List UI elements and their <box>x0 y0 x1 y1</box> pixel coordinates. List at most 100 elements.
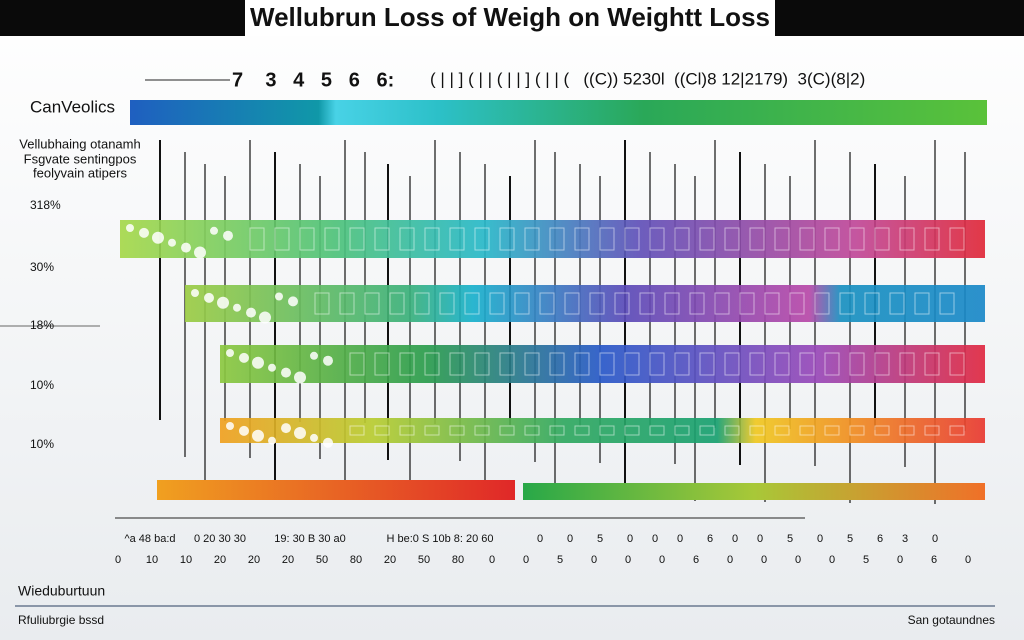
row-bar <box>523 483 985 500</box>
tick-box <box>524 352 540 376</box>
tick-box <box>574 425 590 436</box>
tick-box <box>749 352 765 376</box>
tick-box <box>374 227 390 251</box>
footer-title: Wieduburtuun <box>18 583 105 599</box>
axis-label: 6 <box>931 554 937 566</box>
tick-box <box>924 352 940 376</box>
axis-label: 5 <box>787 533 793 545</box>
axis-label: 19: 30 B 30 a0 <box>274 533 346 545</box>
axis-label: ^a 48 ba:d <box>124 533 175 545</box>
dot <box>259 311 271 324</box>
dot <box>194 246 206 259</box>
tick-box <box>874 227 890 251</box>
scale-right: ( | | ] ( | | ( | | ] ( | | ( ((C)) 5230… <box>430 69 865 88</box>
tick-box <box>339 292 355 315</box>
tick-box <box>599 425 615 436</box>
tick-box <box>424 227 440 251</box>
tick-box <box>639 292 655 315</box>
dot <box>268 363 276 372</box>
tick-box <box>374 352 390 376</box>
tick-box <box>624 352 640 376</box>
tick-box <box>574 227 590 251</box>
tick-box <box>899 425 915 436</box>
tick-box <box>499 227 515 251</box>
dot <box>294 371 306 384</box>
tick-box <box>414 292 430 315</box>
tick-box <box>824 425 840 436</box>
axis-label: 0 20 30 30 <box>194 533 246 545</box>
tick-box <box>464 292 480 315</box>
axis-label: 0 <box>523 554 529 566</box>
tick-box <box>614 292 630 315</box>
tick-box <box>789 292 805 315</box>
axis-label: 0 <box>567 533 573 545</box>
axis-label: 0 <box>897 554 903 566</box>
axis-label: 0 <box>115 554 121 566</box>
axis-label: 10 <box>180 554 192 566</box>
tick-box <box>599 227 615 251</box>
axis-label: 0 <box>625 554 631 566</box>
tick-box <box>664 292 680 315</box>
row-bar <box>220 418 985 443</box>
tick-box <box>424 425 440 436</box>
tick-box <box>624 227 640 251</box>
tick-box <box>724 227 740 251</box>
axis-label: 20 <box>248 554 260 566</box>
dot <box>126 224 134 232</box>
tick-box <box>724 425 740 436</box>
tick-box <box>889 292 905 315</box>
tick-box <box>724 352 740 376</box>
tick-box <box>649 352 665 376</box>
dot <box>281 423 291 434</box>
dot <box>223 230 233 241</box>
axis-label: 0 <box>795 554 801 566</box>
axis-label: 0 <box>829 554 835 566</box>
tick-box <box>849 227 865 251</box>
tick-box <box>774 425 790 436</box>
axis-label: 20 <box>282 554 294 566</box>
tick-box <box>699 352 715 376</box>
tick-box <box>499 425 515 436</box>
axis-label: 0 <box>965 554 971 566</box>
tick-box <box>549 425 565 436</box>
tick-box <box>814 292 830 315</box>
tick-box <box>524 227 540 251</box>
tick-box <box>474 227 490 251</box>
tick-box <box>349 227 365 251</box>
tick-box <box>589 292 605 315</box>
dot <box>294 427 306 439</box>
axis-label: 3 <box>902 533 908 545</box>
tick-box <box>539 292 555 315</box>
dot <box>217 296 229 309</box>
tick-box <box>824 352 840 376</box>
tick-box <box>499 352 515 376</box>
axis-label: 20 <box>214 554 226 566</box>
legend-bar <box>130 100 987 125</box>
row-bar <box>220 345 985 383</box>
tick-box <box>864 292 880 315</box>
dot <box>204 292 214 303</box>
axis-label: 0 <box>757 533 763 545</box>
row-label: 30% <box>30 260 54 274</box>
tick-box <box>489 292 505 315</box>
note: Vellubhaing otanamh <box>19 136 140 151</box>
axis-label: 0 <box>591 554 597 566</box>
title-box <box>245 0 775 36</box>
tick-box <box>949 425 965 436</box>
tick-box <box>774 352 790 376</box>
row-bar <box>157 480 515 500</box>
tick-box <box>914 292 930 315</box>
tick-box <box>349 425 365 436</box>
tick-box <box>799 352 815 376</box>
tick-box <box>749 425 765 436</box>
dot <box>152 231 164 244</box>
tick-box <box>674 352 690 376</box>
dot <box>323 437 333 448</box>
tick-box <box>574 352 590 376</box>
tick-box <box>599 352 615 376</box>
tick-box <box>549 227 565 251</box>
axis-label: 0 <box>652 533 658 545</box>
tick-box <box>424 352 440 376</box>
dot <box>252 356 264 369</box>
